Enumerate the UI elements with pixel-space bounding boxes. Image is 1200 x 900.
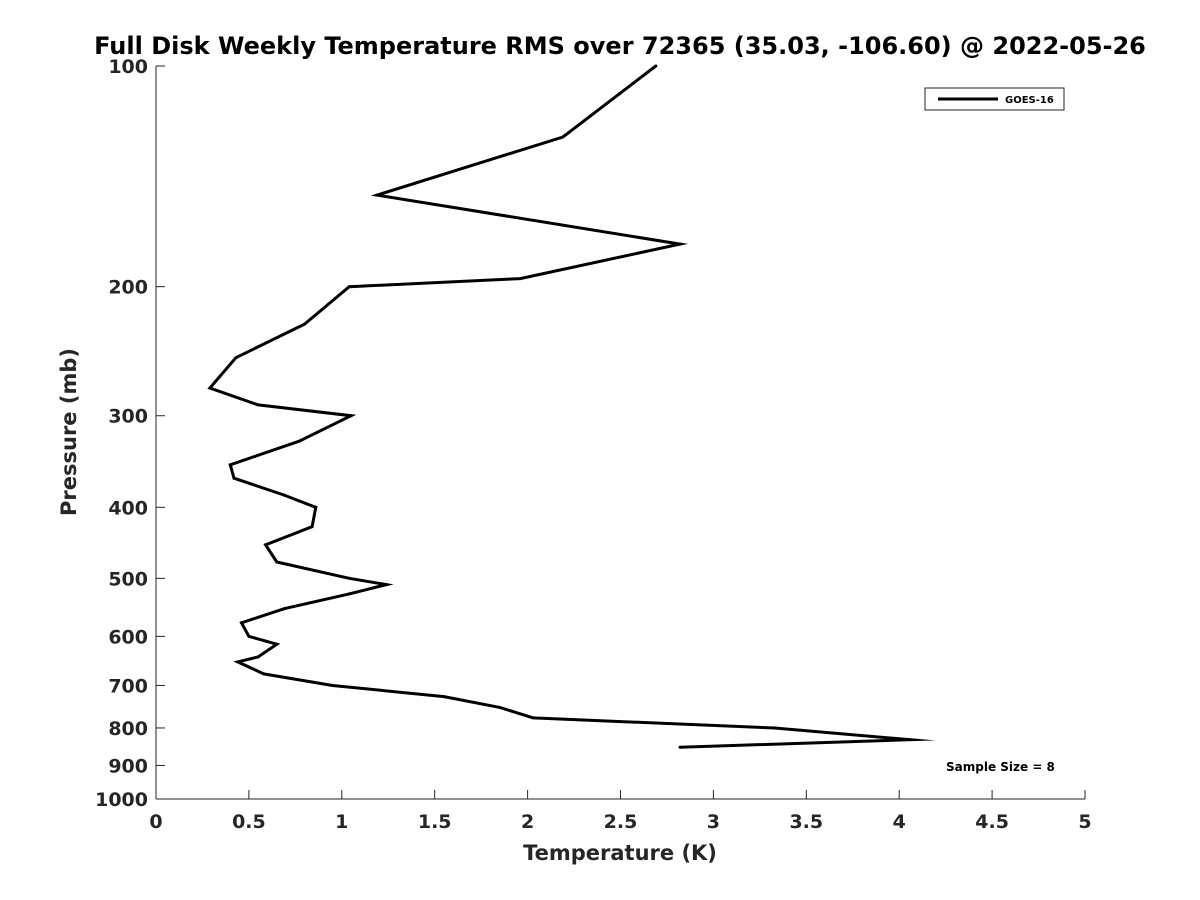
data-point	[264, 543, 268, 547]
data-point	[678, 242, 682, 246]
y-tick-label: 600	[108, 626, 148, 648]
data-point	[303, 322, 307, 326]
x-tick-label: 4.5	[975, 811, 1009, 833]
data-point	[349, 414, 353, 418]
data-point	[347, 285, 351, 289]
data-point	[282, 493, 286, 497]
data-point	[331, 684, 334, 687]
data-point	[310, 525, 314, 529]
data-point	[678, 745, 682, 749]
data-point	[375, 193, 379, 197]
x-tick-label: 1	[335, 811, 348, 833]
data-point	[240, 621, 243, 625]
x-axis-label: Temperature (K)	[523, 841, 717, 865]
data-point	[228, 463, 232, 467]
data-point	[275, 560, 279, 564]
y-axis-label: Pressure (mb)	[57, 348, 81, 516]
data-point	[442, 695, 446, 699]
x-tick-label: 3	[707, 811, 720, 833]
data-point	[384, 583, 388, 587]
y-tick-label: 200	[108, 277, 148, 299]
data-point	[275, 642, 279, 646]
data-point	[531, 716, 535, 720]
data-point	[256, 655, 260, 659]
data-point	[236, 660, 240, 664]
chart-title: Full Disk Weekly Temperature RMS over 72…	[94, 32, 1146, 60]
y-tick-label: 900	[108, 755, 148, 777]
y-tick-label: 100	[108, 56, 148, 78]
data-point	[347, 592, 351, 596]
y-tick-label: 300	[108, 406, 148, 428]
x-tick-label: 0	[149, 811, 162, 833]
x-tick-label: 0.5	[232, 811, 266, 833]
legend-label: GOES-16	[1005, 95, 1054, 106]
x-tick-label: 5	[1078, 811, 1091, 833]
data-point	[314, 505, 318, 509]
x-ticks: 0 0.5 1 1.5 2 2.5 3 3.5 4 4.5 5	[149, 790, 1092, 833]
data-point	[518, 277, 522, 281]
sample-size-annotation: Sample Size = 8	[946, 760, 1055, 774]
x-tick-label: 2	[521, 811, 534, 833]
data-point	[247, 634, 251, 638]
x-tick-label: 1.5	[418, 811, 452, 833]
data-point	[262, 672, 266, 676]
x-tick-label: 4	[893, 811, 906, 833]
data-point	[232, 476, 236, 480]
data-point	[908, 738, 912, 742]
data-point	[208, 386, 212, 390]
data-point	[498, 705, 502, 709]
data-point	[297, 439, 301, 443]
plot-area	[156, 66, 1085, 799]
y-tick-label: 700	[108, 675, 148, 697]
x-tick-label: 3.5	[789, 811, 823, 833]
x-tick-label: 2.5	[604, 811, 638, 833]
data-point	[256, 403, 260, 407]
y-tick-label: 400	[108, 497, 148, 519]
y-tick-label: 800	[108, 718, 148, 740]
data-point	[773, 726, 777, 730]
data-point	[347, 576, 351, 580]
data-point	[234, 356, 238, 360]
y-tick-label: 1000	[95, 789, 148, 811]
data-point	[561, 135, 565, 139]
y-tick-label: 500	[108, 568, 148, 590]
legend: GOES-16	[924, 87, 1065, 111]
series-line-goes-16	[207, 64, 936, 749]
y-ticks: 100 200 300 400 500 600 700 800 900 1000	[95, 56, 165, 811]
data-point	[282, 607, 286, 611]
data-point	[654, 64, 658, 68]
series-layer	[207, 64, 936, 749]
